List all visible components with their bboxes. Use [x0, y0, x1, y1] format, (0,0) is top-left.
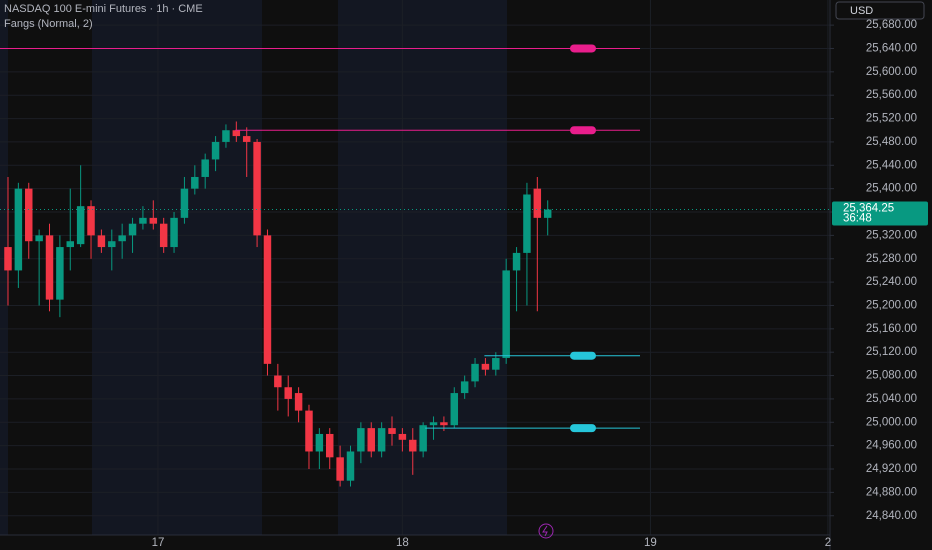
y-tick-label: 25,320.00	[866, 229, 917, 241]
candle-body	[492, 358, 500, 370]
y-tick-label: 25,280.00	[866, 253, 917, 265]
last-price-badge	[832, 201, 928, 226]
last-price-label: 25,364.25	[843, 203, 894, 215]
candle-body	[388, 428, 396, 434]
currency-button[interactable]	[835, 1, 925, 20]
level-tag	[570, 126, 596, 135]
level-tag	[570, 351, 596, 360]
y-tick-label: 25,520.00	[866, 113, 917, 125]
candle-body	[367, 428, 375, 452]
y-tick-label: 25,200.00	[866, 299, 917, 311]
candle-body	[180, 188, 189, 218]
event-icon-bolt	[542, 525, 548, 537]
level-tag	[570, 424, 596, 433]
candle-body	[211, 141, 220, 160]
candle-body	[419, 425, 427, 452]
candle-body	[429, 422, 438, 426]
y-tick-label: 24,840.00	[866, 510, 917, 522]
indicator-label: Fangs (Normal, 2)	[4, 18, 93, 30]
candle-body	[242, 136, 251, 142]
candle-body	[481, 363, 490, 370]
candle-body	[45, 235, 54, 300]
candle-body	[284, 387, 292, 399]
x-tick-label: 19	[644, 537, 657, 549]
candle-body	[326, 433, 334, 458]
candle-body	[118, 235, 126, 242]
y-tick-label: 25,240.00	[866, 276, 917, 288]
candle-body	[409, 439, 417, 452]
chart-title: NASDAQ 100 E-mini Futures · 1h · CME	[4, 3, 203, 15]
y-tick-label: 24,880.00	[866, 486, 917, 498]
candle-body	[170, 217, 178, 248]
session-shade	[338, 0, 507, 535]
y-tick-label: 25,000.00	[866, 416, 917, 428]
candle-body	[222, 130, 230, 142]
grid	[0, 0, 830, 535]
y-tick-label: 24,920.00	[866, 463, 917, 475]
y-tick-label: 25,080.00	[866, 370, 917, 382]
event-icon[interactable]	[538, 523, 554, 539]
session-shade	[92, 0, 262, 535]
y-tick-label: 25,160.00	[866, 323, 917, 335]
candle-body	[25, 188, 33, 242]
y-tick-label: 24,960.00	[866, 440, 917, 452]
candle-body	[336, 457, 344, 481]
level-tag	[570, 44, 596, 53]
x-tick-label: 17	[152, 537, 165, 549]
candle-body	[512, 252, 521, 271]
candle-body	[56, 247, 64, 300]
y-tick-label: 25,400.00	[866, 183, 917, 195]
plot	[0, 44, 830, 487]
candle-body	[315, 433, 324, 452]
candle-body	[263, 235, 272, 364]
candle-body	[294, 393, 303, 411]
y-tick-label: 25,480.00	[866, 136, 917, 148]
x-tick-label: 18	[396, 537, 409, 549]
candle-body	[139, 217, 147, 224]
candle-body	[35, 235, 43, 242]
y-tick-label: 25,600.00	[866, 66, 917, 78]
candle-body	[128, 223, 137, 236]
candle-body	[346, 451, 355, 481]
candle-body	[274, 375, 282, 388]
candle-body	[76, 206, 85, 245]
candle-body	[108, 241, 116, 248]
candle-body	[377, 428, 386, 452]
candle-body	[159, 223, 168, 248]
y-tick-label: 25,120.00	[866, 346, 917, 358]
candle-body	[533, 188, 542, 218]
candle-body	[232, 130, 241, 137]
y-tick-label: 25,640.00	[866, 43, 917, 55]
candle-body	[357, 428, 365, 452]
candle-body	[253, 141, 261, 236]
x-tick-label: 2	[825, 537, 831, 549]
countdown-label: 36:48	[843, 213, 872, 225]
candle-body	[460, 381, 469, 394]
candle-body	[4, 247, 12, 271]
candle-body	[14, 188, 23, 271]
candle-body	[450, 393, 459, 426]
candle-body	[191, 176, 199, 189]
candle-body	[440, 422, 448, 426]
y-tick-label: 25,680.00	[866, 19, 917, 31]
y-tick-label: 25,040.00	[866, 393, 917, 405]
candle-body	[502, 270, 510, 359]
session-shade	[0, 0, 8, 535]
candle-body	[66, 241, 75, 248]
candle-body	[523, 194, 531, 253]
candle-body	[471, 363, 479, 382]
candle-body	[87, 206, 95, 236]
candle-body	[97, 235, 106, 248]
candle-body	[149, 217, 158, 224]
y-tick-label: 25,560.00	[866, 89, 917, 101]
candle-body	[201, 159, 209, 177]
candle-body	[543, 209, 552, 218]
candle-body	[398, 433, 407, 440]
y-tick-label: 25,440.00	[866, 159, 917, 171]
candle-body	[305, 410, 313, 452]
currency-label[interactable]: USD	[850, 5, 873, 17]
